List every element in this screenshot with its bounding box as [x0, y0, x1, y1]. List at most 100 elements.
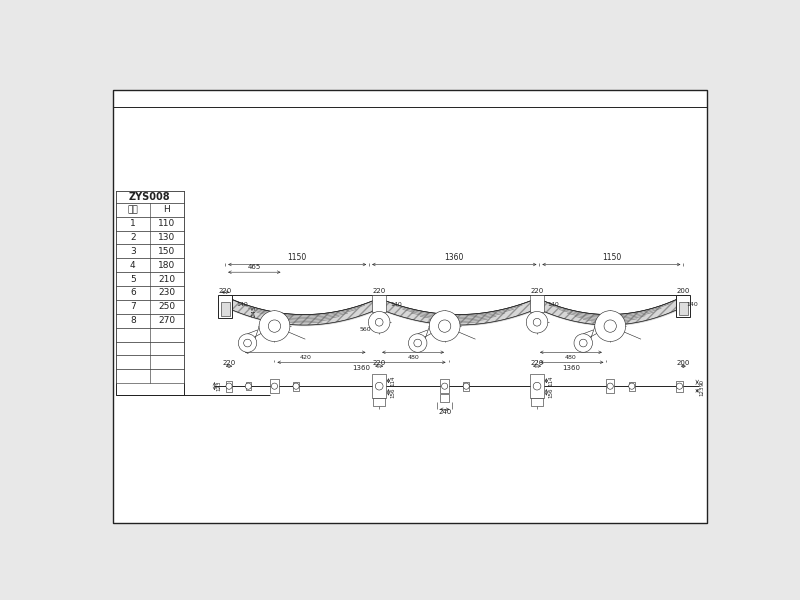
Circle shape — [533, 319, 541, 326]
Circle shape — [375, 382, 383, 390]
Text: 140: 140 — [548, 302, 559, 307]
Circle shape — [533, 382, 541, 390]
Circle shape — [579, 339, 587, 347]
Circle shape — [238, 334, 257, 352]
Circle shape — [369, 311, 390, 333]
Text: 230: 230 — [158, 289, 175, 298]
Bar — [373, 398, 386, 406]
Bar — [372, 295, 386, 312]
Circle shape — [375, 319, 383, 326]
Bar — [218, 295, 232, 319]
Text: 480: 480 — [407, 355, 419, 359]
Text: 560: 560 — [359, 328, 371, 332]
Bar — [606, 379, 614, 393]
Bar — [221, 302, 230, 316]
Text: 220: 220 — [218, 287, 232, 293]
Text: 140: 140 — [390, 302, 402, 307]
Bar — [116, 230, 184, 244]
Text: 240: 240 — [438, 409, 451, 415]
Circle shape — [268, 320, 281, 332]
Text: 156: 156 — [548, 387, 554, 398]
Bar — [441, 379, 449, 393]
Text: 180: 180 — [158, 261, 175, 270]
Bar — [116, 203, 184, 217]
Circle shape — [226, 383, 232, 389]
Text: ZYS008: ZYS008 — [129, 192, 170, 202]
Bar — [531, 398, 543, 406]
Circle shape — [430, 311, 460, 341]
Bar — [116, 244, 184, 259]
Text: 150: 150 — [158, 247, 175, 256]
Text: 270: 270 — [158, 316, 175, 325]
Text: 250: 250 — [158, 302, 175, 311]
Text: 1: 1 — [130, 219, 136, 228]
Text: 4: 4 — [130, 261, 136, 270]
Text: 465: 465 — [248, 264, 261, 270]
Text: 245: 245 — [252, 305, 257, 317]
Circle shape — [244, 339, 251, 347]
Text: 130: 130 — [158, 233, 175, 242]
Bar — [116, 314, 184, 328]
Bar — [677, 295, 690, 317]
Circle shape — [595, 311, 626, 341]
Bar — [116, 341, 184, 355]
Circle shape — [604, 320, 616, 332]
Circle shape — [574, 334, 593, 352]
Text: 210: 210 — [158, 275, 175, 284]
Bar — [116, 191, 184, 203]
Text: 220: 220 — [373, 287, 386, 293]
Circle shape — [259, 311, 290, 341]
Text: 2: 2 — [130, 233, 136, 242]
Text: 8: 8 — [130, 316, 136, 325]
Circle shape — [463, 383, 470, 389]
Bar — [116, 328, 184, 341]
Circle shape — [526, 311, 548, 333]
Text: 1150: 1150 — [287, 253, 307, 262]
Bar — [530, 374, 544, 398]
Text: 序号: 序号 — [127, 205, 138, 214]
Text: 140: 140 — [686, 302, 698, 307]
Text: 220: 220 — [530, 287, 544, 293]
Text: 1360: 1360 — [562, 365, 581, 371]
Text: 114: 114 — [548, 376, 554, 386]
Circle shape — [246, 383, 251, 389]
Bar — [116, 369, 184, 383]
Bar — [116, 191, 184, 395]
Text: 110: 110 — [158, 219, 175, 228]
Text: 156: 156 — [390, 387, 395, 398]
Text: 480: 480 — [565, 355, 577, 359]
Text: 220: 220 — [373, 360, 386, 366]
Bar — [293, 382, 299, 391]
Text: 123: 123 — [699, 386, 704, 396]
Circle shape — [607, 383, 614, 389]
Text: 3: 3 — [130, 247, 136, 256]
Circle shape — [438, 320, 451, 332]
Bar — [372, 374, 386, 398]
Text: 7: 7 — [130, 302, 136, 311]
Circle shape — [271, 383, 278, 389]
Circle shape — [629, 383, 635, 389]
Text: H: H — [163, 205, 170, 214]
Bar — [440, 394, 450, 401]
Text: 123: 123 — [216, 381, 222, 391]
Circle shape — [442, 383, 448, 389]
Text: 114: 114 — [390, 376, 395, 386]
Text: 200: 200 — [677, 287, 690, 293]
Bar — [678, 302, 688, 314]
Text: 90: 90 — [699, 379, 704, 386]
Text: 1360: 1360 — [353, 365, 370, 371]
Text: 140: 140 — [236, 302, 248, 307]
Bar — [463, 382, 470, 391]
Text: 1360: 1360 — [445, 253, 464, 262]
Text: 5: 5 — [130, 275, 136, 284]
Text: 200: 200 — [677, 360, 690, 366]
Bar — [116, 259, 184, 272]
Bar — [677, 381, 682, 392]
Bar — [116, 272, 184, 286]
Bar — [530, 295, 544, 312]
Bar — [116, 286, 184, 300]
Bar — [116, 355, 184, 369]
Circle shape — [409, 334, 427, 352]
Bar — [116, 300, 184, 314]
Circle shape — [677, 383, 682, 389]
